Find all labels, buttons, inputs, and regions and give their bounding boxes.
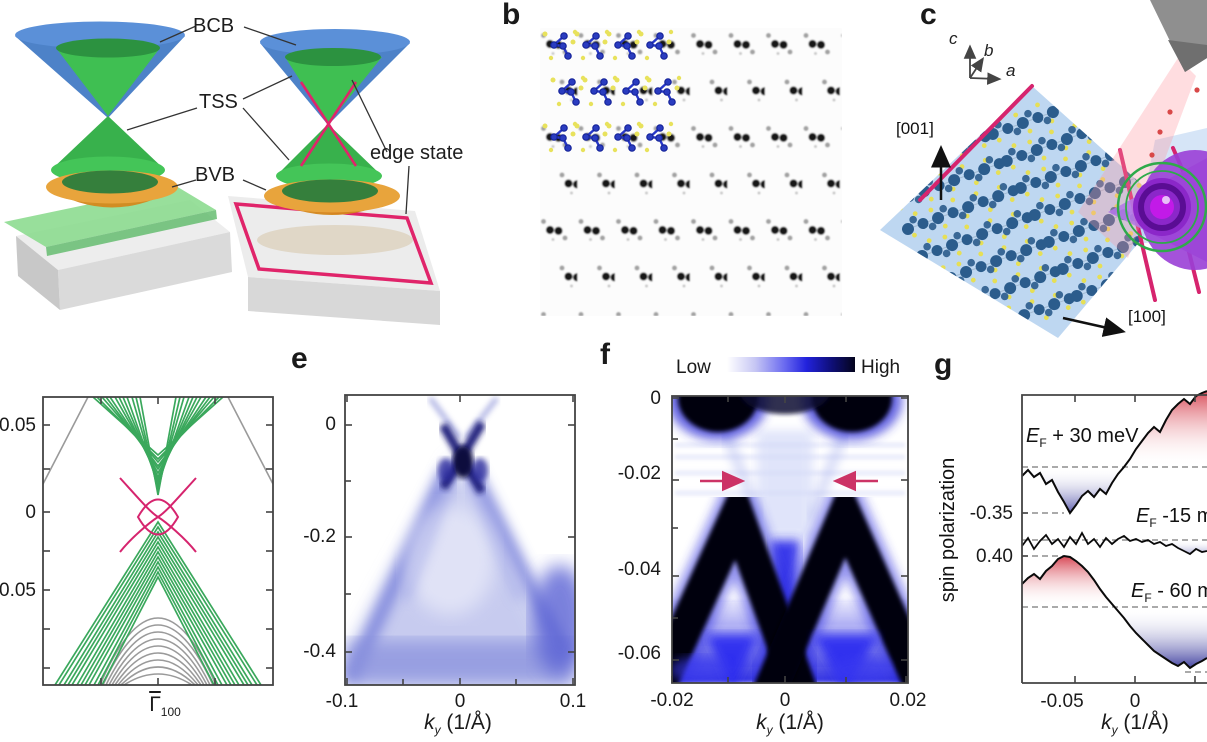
green-subbands	[54, 397, 262, 685]
e-xtick-2: 0.1	[559, 691, 587, 712]
g-xtick-1: 0	[1129, 691, 1141, 712]
panel-g-letter: g	[934, 348, 953, 381]
d-xlabel-gamma: Γ100	[149, 693, 181, 720]
panel-c-letter: c	[920, 0, 937, 31]
panel-e-arpes-map	[344, 394, 576, 686]
d-axis-ticks	[43, 397, 273, 685]
panel-g-spin-plot	[1021, 390, 1207, 684]
axis-triad	[963, 44, 1002, 85]
panel-a-graphic	[4, 21, 440, 325]
d-ytick-bottom: -0.05	[0, 580, 36, 601]
e-axis-ticks	[345, 395, 575, 685]
f-ytick-0: 0	[650, 388, 661, 409]
g-axis-ticks	[1022, 395, 1196, 683]
e-ytick-1: -0.2	[303, 526, 336, 547]
left-dirac-cone	[15, 21, 185, 208]
left-substrate	[4, 186, 232, 310]
label-bvb: BVB	[195, 164, 236, 186]
label-tss: TSS	[199, 91, 238, 113]
e-xaxis-label: ky (1/Å)	[424, 711, 492, 738]
curve3-fills	[1022, 556, 1207, 668]
spin-curve-minus60	[1021, 554, 1207, 670]
label-edge-state: edge state	[370, 142, 464, 164]
edge-state-bands	[119, 477, 197, 553]
f-xtick-0: -0.02	[650, 690, 694, 711]
panel-b-letter: b	[502, 0, 521, 31]
f-ytick-1: -0.02	[617, 463, 661, 484]
photon-beam	[1078, 58, 1196, 258]
panel-d-band-structure	[42, 396, 274, 686]
direction-001-label: [001]	[896, 119, 934, 138]
axis-a-label: a	[1006, 61, 1016, 80]
direction-arrows	[931, 145, 1126, 337]
curve2-fills	[1022, 533, 1207, 554]
g-curve2-label: EF -15 meV	[1136, 505, 1207, 530]
axis-b-label: b	[984, 41, 994, 60]
g-xtick-0: -0.05	[1040, 691, 1084, 712]
light-source-nozzle	[1150, 0, 1207, 72]
g-yaxis-label: spin polarization	[937, 457, 959, 603]
g-curve3-label: EF - 60 meV	[1131, 580, 1207, 605]
label-bcb: BCB	[193, 15, 235, 37]
edge-state-crossing	[299, 81, 358, 167]
intensity-colorbar	[727, 357, 855, 372]
sample-plane	[880, 86, 1168, 338]
g-ytick-neg035: -0.35	[969, 503, 1013, 524]
panel-f-letter: f	[600, 338, 610, 371]
e-xtick-0: -0.1	[325, 691, 359, 712]
f-axis-ticks	[671, 396, 908, 683]
right-dirac-cone	[260, 29, 410, 215]
f-ytick-3: -0.06	[617, 643, 661, 664]
axis-c-label: c	[949, 29, 958, 48]
e-ytick-2: -0.4	[303, 641, 336, 662]
panel-c-graphic	[880, 0, 1207, 338]
right-substrate	[228, 196, 440, 325]
g-curve1-label: EF + 30 meV	[1026, 425, 1139, 450]
f-xtick-2: 0.02	[889, 690, 927, 711]
g-ytick-040: 0.40	[976, 546, 1013, 567]
e-xtick-1: 0	[454, 691, 466, 712]
colorbar-high-label: High	[861, 357, 901, 378]
e-ytick-0: 0	[325, 414, 336, 435]
direction-100-label: [100]	[1128, 307, 1166, 326]
d-ytick-top: 0.05	[0, 415, 36, 436]
colorbar-low-label: Low	[676, 357, 711, 378]
panel-b-stm-image	[540, 28, 842, 316]
panel-e-letter: e	[291, 342, 308, 375]
annotation-lines	[126, 25, 410, 215]
f-ytick-2: -0.04	[617, 559, 661, 580]
spin-curve-plus30	[1021, 390, 1207, 515]
panel-f-arpes-zoom	[671, 395, 909, 684]
f-xtick-1: 0	[779, 690, 791, 711]
curve1-fills	[1022, 391, 1207, 513]
g-xaxis-label: ky (1/Å)	[1101, 711, 1169, 738]
d-ytick-zero: 0	[25, 502, 36, 523]
spin-curve-minus15	[1021, 531, 1207, 556]
photon-dots	[1149, 87, 1200, 158]
f-xaxis-label: ky (1/Å)	[756, 711, 824, 738]
electron-detector	[1108, 150, 1207, 270]
